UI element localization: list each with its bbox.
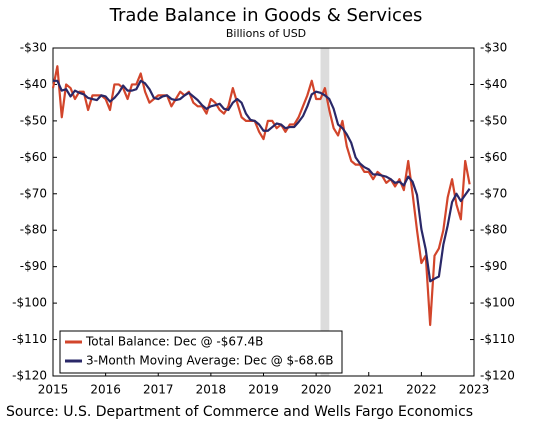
y2-tick-label: -$80 <box>480 223 507 237</box>
y-tick-label: -$70 <box>20 186 47 200</box>
y2-tick-label: -$60 <box>480 150 507 164</box>
legend-box <box>59 330 343 374</box>
y2-tick-label: -$30 <box>480 41 507 55</box>
y-tick-label: -$60 <box>20 150 47 164</box>
legend-label: 3-Month Moving Average: Dec @ $-68.6B <box>86 354 333 368</box>
y2-tick-label: -$100 <box>480 296 515 310</box>
y-tick-label: -$120 <box>12 369 47 383</box>
series-line <box>53 79 471 283</box>
y-tick-label: -$40 <box>20 77 47 91</box>
recession-band <box>320 48 330 376</box>
legend-label: Total Balance: Dec @ -$67.4B <box>85 335 263 349</box>
y2-tick-label: -$90 <box>480 259 507 273</box>
source-note: Source: U.S. Department of Commerce and … <box>6 404 473 420</box>
y2-tick-label: -$40 <box>480 77 507 91</box>
y2-tick-label: -$120 <box>480 369 515 383</box>
y-tick-label: -$100 <box>12 296 47 310</box>
y-tick-label: -$80 <box>20 223 47 237</box>
x-tick-label: 2020 <box>301 383 332 397</box>
y-tick-label: -$110 <box>12 332 47 346</box>
x-tick-label: 2015 <box>38 383 69 397</box>
x-tick-label: 2018 <box>196 383 227 397</box>
x-tick-label: 2019 <box>248 383 279 397</box>
chart-title: Trade Balance in Goods & Services <box>109 5 423 26</box>
y-tick-label: -$90 <box>20 259 47 273</box>
y-tick-label: -$30 <box>20 41 47 55</box>
series-line <box>51 65 471 327</box>
chart-subtitle: Billions of USD <box>226 27 306 40</box>
x-tick-label: 2016 <box>90 383 121 397</box>
y2-tick-label: -$50 <box>480 113 507 127</box>
y-tick-label: -$50 <box>20 113 47 127</box>
x-tick-label: 2021 <box>353 383 384 397</box>
y2-tick-label: -$70 <box>480 186 507 200</box>
x-tick-label: 2022 <box>406 383 437 397</box>
x-tick-label: 2017 <box>143 383 174 397</box>
y2-tick-label: -$110 <box>480 332 515 346</box>
x-tick-label: 2023 <box>459 383 490 397</box>
